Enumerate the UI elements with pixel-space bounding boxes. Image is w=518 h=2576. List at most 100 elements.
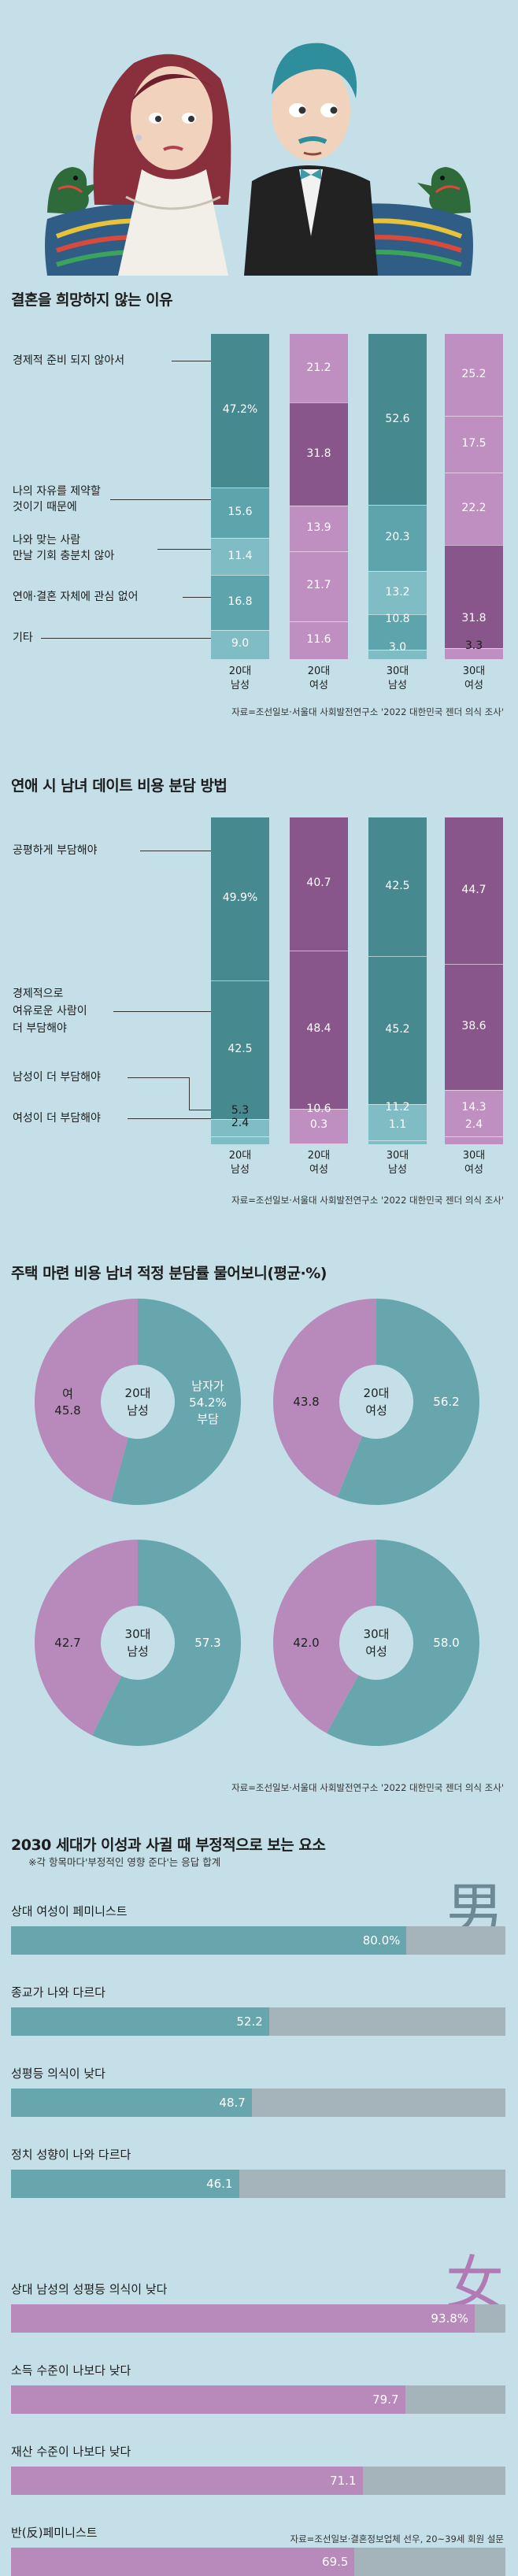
bar-segment-divider-col2-seg3 — [368, 613, 427, 615]
donut-center-bottom: 여성 — [365, 1403, 387, 1418]
bar-segment-col2-seg0 — [368, 334, 427, 506]
bar-segment-col1-seg0 — [290, 817, 348, 951]
bar-value-label: 93.8% — [431, 2311, 469, 2326]
bar-fill: 93.8% — [11, 2304, 475, 2333]
bar-segment-col1-seg3 — [290, 550, 348, 622]
bar-value-label: 49.9% — [222, 891, 258, 905]
s1-leader-other — [41, 638, 211, 639]
bar-track: 69.5 — [11, 2548, 505, 2576]
groom-figure — [244, 43, 378, 276]
column-label-bottom: 여성 — [309, 680, 328, 691]
section3-title: 주택 마련 비용 남녀 적정 분담률 물어보니(평균·%) — [11, 1265, 327, 1282]
bar-segment-col0-seg3 — [211, 575, 269, 630]
donut-center-top: 20대 — [363, 1386, 390, 1400]
bar-segment-divider-col2-seg1 — [368, 505, 427, 506]
bar-value-label: 38.6 — [461, 1019, 487, 1032]
bar-segment-col3-seg3 — [445, 1136, 503, 1144]
bar-segment-col3-seg0 — [445, 817, 503, 964]
bar-segment-col3-seg1 — [445, 416, 503, 473]
donut-male-label: 부담 — [197, 1412, 219, 1426]
bar-label: 상대 여성이 페미니스트 — [11, 1904, 128, 1918]
s1-leader-no-interest — [183, 597, 211, 598]
bar-value-label: 21.7 — [306, 579, 331, 592]
section4-subtitle: ※각 항목마다'부정적인 영향 준다'는 응답 합계 — [28, 1856, 221, 1868]
bar-label: 재산 수준이 나보다 낮다 — [11, 2444, 131, 2459]
bar-value-label: 44.7 — [461, 883, 487, 896]
column-label-bottom: 남성 — [388, 1164, 407, 1176]
donut-female-slice — [272, 1540, 376, 1733]
bride-figure — [93, 54, 231, 276]
section3-donut-chart — [35, 1299, 479, 1746]
column-label-bottom: 남성 — [231, 1164, 250, 1176]
column-label-top: 30대 — [386, 665, 409, 677]
bar-segment-divider-col0-seg1 — [211, 980, 269, 981]
bar-label: 정치 성향이 나와 다르다 — [11, 2148, 131, 2162]
bar-fill: 80.0% — [11, 1926, 407, 1955]
bar-value-label: 42.5 — [228, 1042, 253, 1055]
bar-segment-divider-col1-seg3 — [290, 550, 348, 552]
bar-track: 79.7 — [11, 2385, 505, 2414]
couple-illustration — [45, 43, 473, 276]
donut-male-slice — [110, 1299, 242, 1505]
bar-value-label: 1.1 — [388, 1118, 407, 1131]
donut-center-top: 30대 — [363, 1627, 390, 1641]
bar-segment-divider-col1-seg3 — [290, 1143, 348, 1144]
bar-value-label: 31.8 — [306, 447, 331, 460]
bar-value-label: 46.1 — [206, 2177, 233, 2191]
bar-segment-col2-seg2 — [368, 1103, 427, 1141]
s1-leader-freedom — [110, 499, 211, 500]
bar-value-label: 21.2 — [306, 361, 331, 374]
bar-track: 46.1 — [11, 2170, 505, 2198]
bar-value-label: 22.2 — [461, 502, 487, 515]
donut-female-label: 42.0 — [293, 1636, 320, 1650]
bar-segment-col3-seg3 — [445, 545, 503, 649]
donut-center-bottom: 여성 — [365, 1644, 387, 1659]
s1-row-label-other: 기타 — [13, 632, 33, 644]
section4-source: 자료=조선일보·결혼정보업체 선우, 20~39세 회원 설문 — [290, 2533, 505, 2544]
s1-row-label-partner-2: 만날 기회 충분치 않아 — [13, 550, 115, 562]
donut-male-label: 57.3 — [194, 1636, 221, 1650]
bar-segment-col2-seg1 — [368, 505, 427, 572]
donut-male-slice — [326, 1540, 479, 1746]
bar-value-label: 52.2 — [236, 2014, 263, 2029]
bar-fill: 71.1 — [11, 2467, 363, 2495]
donut-male-slice — [91, 1540, 242, 1746]
s1-row-label-freedom-1: 나의 자유를 제약할 — [13, 485, 101, 498]
bar-segment-col2-seg1 — [368, 956, 427, 1104]
bar-track: 52.2 — [11, 2007, 505, 2036]
bar-value-label: 40.7 — [306, 877, 331, 890]
donut-female-slice — [35, 1299, 138, 1502]
bar-value-label: 14.3 — [461, 1101, 487, 1114]
s2-row-label-equal: 공평하게 부담해야 — [13, 844, 98, 857]
donut-center-top: 30대 — [124, 1627, 151, 1641]
s2-leader-male-more — [128, 1077, 189, 1078]
bar-segment-divider-col0-seg4 — [211, 629, 269, 631]
donut-center-bottom: 남성 — [127, 1403, 149, 1418]
bar-value-label: 5.3 — [231, 1104, 250, 1117]
bar-segment-col1-seg2 — [290, 506, 348, 551]
bar-segment-col1-seg2 — [290, 1108, 348, 1143]
bar-segment-col0-seg0 — [211, 334, 269, 487]
bar-segment-divider-col0-seg2 — [211, 1119, 269, 1121]
bar-value-label: 80.0% — [362, 1933, 401, 1948]
section1-title: 결혼을 희망하지 않는 이유 — [11, 291, 173, 309]
bar-segment-divider-col0-seg3 — [211, 1136, 269, 1138]
donut-female-label: 여 — [62, 1387, 73, 1401]
bar-value-label: 31.8 — [461, 612, 487, 625]
s2-row-label-wealthy-3: 더 부담해야 — [13, 1022, 67, 1035]
bar-segment-col0-seg1 — [211, 487, 269, 539]
bar-segment-divider-col2-seg2 — [368, 571, 427, 573]
bar-segment-col2-seg4 — [368, 649, 427, 659]
bar-value-label: 10.8 — [385, 613, 410, 625]
bar-fill: 48.7 — [11, 2089, 252, 2117]
bar-segment-col1-seg1 — [290, 402, 348, 506]
bar-segment-divider-col3-seg3 — [445, 545, 503, 547]
bar-value-label: 10.6 — [306, 1103, 331, 1115]
bar-value-label: 15.6 — [228, 506, 253, 519]
bar-segment-col0-seg0 — [211, 817, 269, 980]
column-label-bottom: 여성 — [464, 680, 483, 691]
s1-row-label-freedom-2: 것이기 때문에 — [13, 501, 77, 513]
bar-segment-col3-seg0 — [445, 334, 503, 417]
s2-row-label-female-more: 여성이 더 부담해야 — [13, 1112, 101, 1125]
bar-segment-divider-col3-seg1 — [445, 416, 503, 417]
